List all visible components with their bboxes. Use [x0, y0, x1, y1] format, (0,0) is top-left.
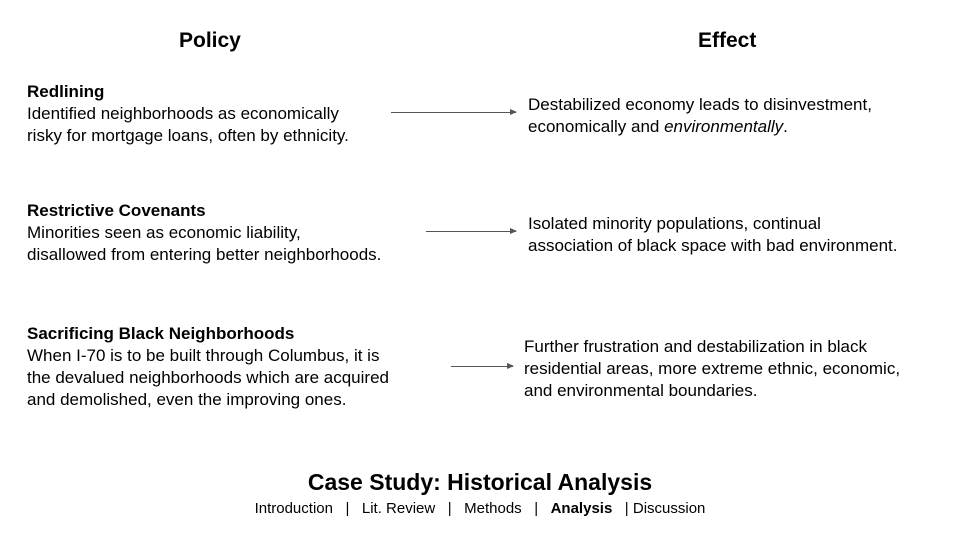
policy-text: When I-70 is to be built through Columbu… — [27, 346, 380, 365]
effect-sacrificing-neighborhoods: Further frustration and destabilization … — [524, 336, 900, 402]
policy-text: disallowed from entering better neighbor… — [27, 245, 382, 264]
effect-text: Isolated minority populations, continual — [528, 214, 821, 233]
arrow-connector — [391, 109, 517, 115]
arrow-connector — [426, 228, 517, 234]
policy-text: risky for mortgage loans, often by ethni… — [27, 126, 349, 145]
policy-text: Identified neighborhoods as economically — [27, 104, 339, 123]
policy-title: Restrictive Covenants — [27, 201, 206, 220]
arrow-connector — [451, 363, 514, 369]
policy-sacrificing-neighborhoods: Sacrificing Black Neighborhoods When I-7… — [27, 323, 389, 411]
effect-text: residential areas, more extreme ethnic, … — [524, 359, 901, 378]
policy-header: Policy — [179, 29, 241, 52]
effect-text: Destabilized economy leads to disinvestm… — [528, 95, 872, 114]
effect-text: Further frustration and destabilization … — [524, 337, 868, 356]
policy-text: and demolished, even the improving ones. — [27, 390, 347, 409]
effect-text: economically and — [528, 117, 665, 136]
nav-item-discussion[interactable]: Discussion — [632, 500, 706, 517]
policy-redlining: Redlining Identified neighborhoods as ec… — [27, 81, 349, 147]
nav-item-lit-review[interactable]: Lit. Review — [361, 500, 436, 517]
policy-text: the devalued neighborhoods which are acq… — [27, 368, 389, 387]
effect-emphasis: environmentally — [664, 117, 784, 136]
policy-title: Sacrificing Black Neighborhoods — [27, 324, 295, 343]
effect-text: and environmental boundaries. — [524, 381, 758, 400]
effect-redlining: Destabilized economy leads to disinvestm… — [528, 94, 872, 138]
effect-text: . — [783, 117, 788, 136]
nav-item-introduction[interactable]: Introduction — [254, 500, 333, 517]
policy-text: Minorities seen as economic liability, — [27, 223, 301, 242]
effect-restrictive-covenants: Isolated minority populations, continual… — [528, 213, 897, 257]
section-nav: Introduction | Lit. Review | Methods | A… — [254, 500, 706, 517]
effect-text: association of black space with bad envi… — [528, 236, 898, 255]
nav-item-analysis[interactable]: Analysis — [550, 500, 613, 517]
policy-restrictive-covenants: Restrictive Covenants Minorities seen as… — [27, 200, 381, 266]
nav-item-methods[interactable]: Methods — [464, 500, 522, 517]
effect-text-line: economically and environmentally. — [528, 116, 872, 138]
effect-header: Effect — [698, 29, 757, 52]
policy-title: Redlining — [27, 82, 105, 101]
slide-title: Case Study: Historical Analysis — [307, 469, 653, 495]
